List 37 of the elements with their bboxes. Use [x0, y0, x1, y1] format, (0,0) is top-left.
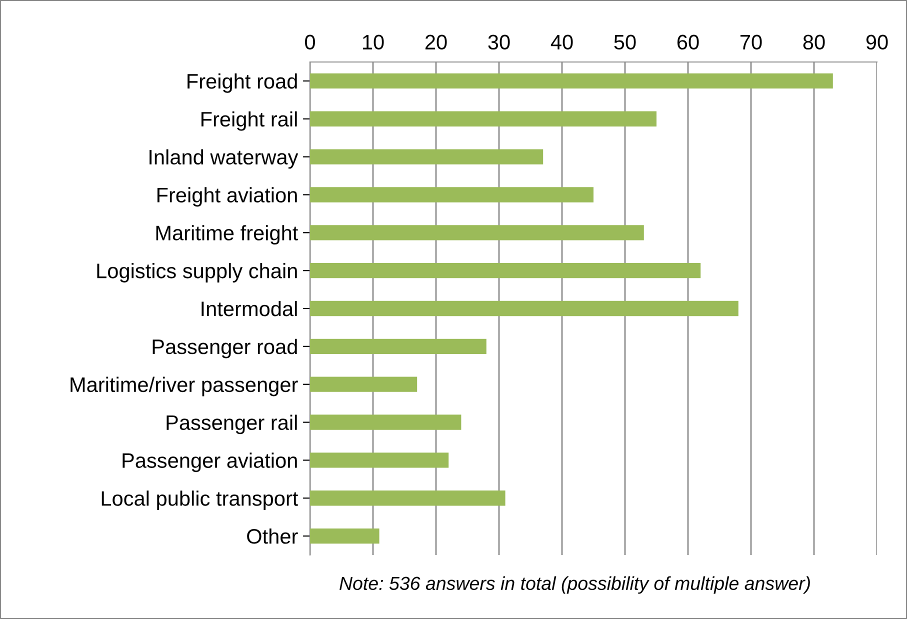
- y-tick-label: Freight aviation: [157, 187, 297, 207]
- y-tick-label: Intermodal: [202, 300, 297, 316]
- x-tick-label: 10: [363, 34, 384, 50]
- text: Note: 536 answers in total (possibility of multiple answer): [340, 576, 810, 594]
- bar: [310, 111, 656, 126]
- bar: [310, 149, 544, 164]
- x-tick-label: 70: [740, 34, 762, 50]
- bar: [310, 490, 506, 506]
- y-tick-label: Passenger aviation: [122, 452, 297, 472]
- y-tick-label: Passenger road: [152, 338, 297, 358]
- y-tick-label: Passenger rail: [166, 414, 297, 434]
- bar: [310, 376, 418, 392]
- y-tick-label: Freight road: [188, 73, 297, 93]
- y-tick-label: Inland waterway: [150, 149, 298, 169]
- y-tick-label: Other: [247, 528, 298, 544]
- bar: [310, 452, 449, 468]
- bar: [310, 300, 738, 316]
- x-tick-label: 80: [803, 34, 825, 50]
- x-tick-label: 30: [488, 34, 510, 50]
- x-tick-label: 0: [305, 34, 315, 50]
- y-tick-label: Maritime/river passenger: [70, 376, 298, 396]
- bar: [310, 262, 701, 278]
- bar: [310, 225, 644, 240]
- bar: [310, 73, 833, 89]
- x-tick-label: 60: [677, 34, 699, 50]
- bar: [310, 187, 594, 202]
- x-tick-label: 40: [550, 34, 573, 50]
- y-tick-label: Logistics supply chain: [97, 263, 297, 282]
- x-tick-label: 20: [425, 34, 447, 50]
- bar: [310, 414, 462, 430]
- bar: [310, 528, 380, 544]
- y-tick-label: Freight rail: [202, 111, 297, 131]
- y-tick-label: Local public transport: [102, 490, 298, 510]
- x-tick-label: 50: [614, 34, 636, 50]
- y-tick-label: Maritime freight: [156, 225, 298, 245]
- x-tick-label: 90: [866, 34, 888, 50]
- bar: [310, 338, 486, 354]
